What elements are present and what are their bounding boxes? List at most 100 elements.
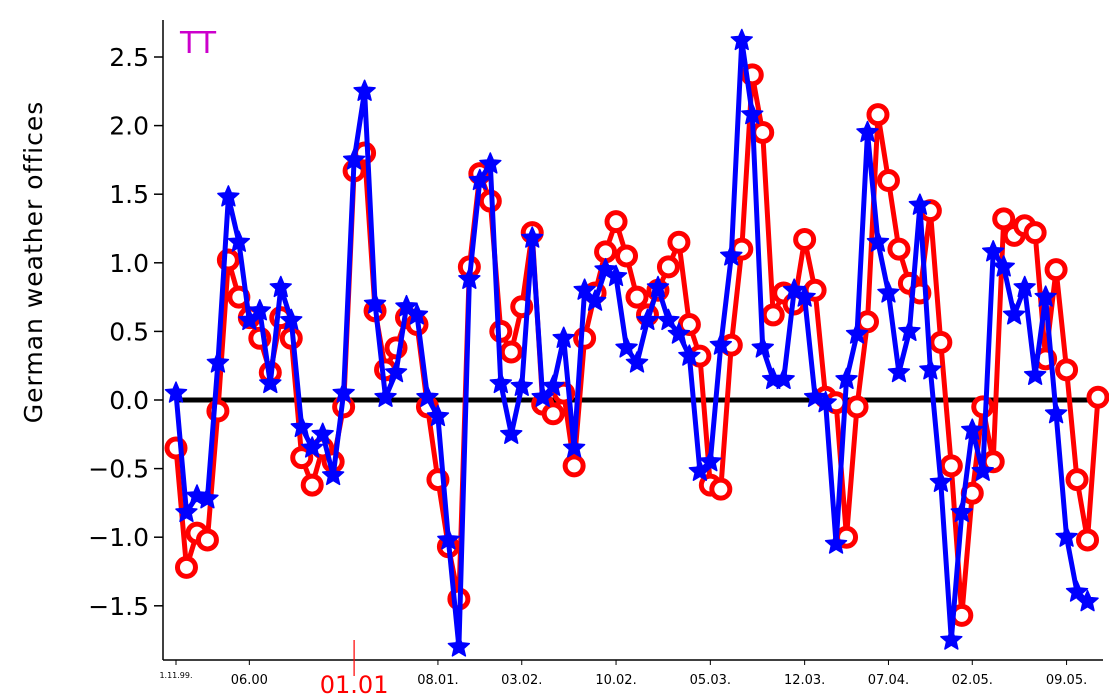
data-point-star bbox=[290, 415, 313, 438]
data-point-circle bbox=[709, 477, 733, 501]
data-point-star bbox=[741, 102, 764, 125]
x-axis: 1.11.99. 06.00 08.01. 03.02. 10.02. 05.03. 12.… bbox=[159, 659, 1103, 688]
x-tick-label: 08.01. bbox=[417, 673, 458, 688]
data-point-star bbox=[709, 333, 733, 355]
data-point-star bbox=[982, 240, 1005, 262]
data-point-star bbox=[332, 381, 355, 403]
data-point-star bbox=[541, 374, 565, 396]
data-point-circle bbox=[1023, 221, 1047, 245]
data-point-circle bbox=[541, 402, 565, 426]
data-point-circle bbox=[793, 227, 817, 251]
data-point-star bbox=[678, 344, 701, 366]
data-point-star bbox=[479, 152, 502, 174]
data-point-star bbox=[835, 367, 858, 390]
data-point-circle bbox=[174, 555, 198, 579]
y-tick-label: −1.0 bbox=[88, 523, 149, 552]
data-point-circle bbox=[667, 230, 691, 254]
y-tick-label: 2.0 bbox=[109, 112, 149, 141]
data-point-circle bbox=[573, 326, 597, 350]
data-point-star bbox=[206, 351, 230, 373]
data-point-circle bbox=[1076, 528, 1100, 552]
x-tick-label: 10.02. bbox=[595, 673, 636, 688]
data-point-star bbox=[961, 418, 984, 440]
data-point-star bbox=[248, 299, 272, 321]
data-point-circle bbox=[195, 528, 219, 552]
data-point-circle bbox=[656, 255, 680, 279]
data-point-star bbox=[657, 308, 680, 331]
data-point-star bbox=[562, 436, 586, 458]
x-tick-label: 05.03. bbox=[690, 673, 731, 688]
data-point-star bbox=[405, 303, 429, 325]
y-tick-label: 0.5 bbox=[109, 317, 149, 346]
series-2 bbox=[164, 28, 1099, 657]
x-ticks: 1.11.99. 06.00 08.01. 03.02. 10.02. 05.03. 12.… bbox=[159, 660, 1087, 688]
data-point-star bbox=[321, 463, 345, 486]
data-point-star bbox=[929, 470, 953, 492]
data-point-star bbox=[604, 264, 628, 287]
y-tick-label: 0.0 bbox=[109, 386, 149, 415]
data-point-circle bbox=[751, 120, 775, 144]
data-point-star bbox=[772, 367, 795, 390]
chart-title: TT bbox=[179, 26, 217, 61]
data-point-star bbox=[458, 267, 481, 289]
data-point-star bbox=[269, 275, 292, 298]
data-point-circle bbox=[300, 473, 324, 497]
y-tick-label: 1.5 bbox=[109, 180, 149, 209]
data-point-circle bbox=[887, 237, 911, 261]
data-point-star bbox=[636, 308, 659, 331]
data-point-star bbox=[856, 120, 879, 143]
data-point-star bbox=[667, 322, 691, 344]
data-point-star bbox=[814, 390, 837, 413]
data-point-circle bbox=[1055, 358, 1079, 382]
y-tick-label: −0.5 bbox=[88, 455, 149, 484]
data-point-star bbox=[877, 281, 900, 303]
y-tick-label: 1.0 bbox=[109, 249, 149, 278]
data-point-circle bbox=[1065, 468, 1089, 492]
data-point-star bbox=[1023, 363, 1047, 385]
data-point-star bbox=[720, 244, 743, 266]
date-marker: 01.01 bbox=[320, 640, 389, 696]
data-point-circle bbox=[866, 103, 890, 127]
data-point-star bbox=[300, 436, 324, 458]
y-tick-label: −1.5 bbox=[88, 592, 149, 621]
data-point-star bbox=[552, 326, 575, 348]
data-point-star bbox=[625, 351, 649, 373]
data-point-star bbox=[374, 385, 397, 407]
data-point-circle bbox=[971, 395, 995, 419]
data-point-star bbox=[217, 185, 240, 207]
data-point-star bbox=[919, 358, 942, 380]
data-point-star bbox=[489, 371, 513, 394]
data-point-circle bbox=[876, 168, 900, 192]
data-point-star bbox=[227, 230, 251, 252]
data-point-star bbox=[259, 371, 282, 394]
data-point-star bbox=[730, 28, 753, 51]
date-marker-label: 01.01 bbox=[320, 671, 389, 696]
y-ticks: 2.5 2.0 1.5 1.0 0.5 0.0 −0.5 −1.0 −1.5 bbox=[88, 43, 163, 621]
data-point-star bbox=[342, 148, 366, 170]
data-point-circle bbox=[856, 310, 879, 334]
data-point-circle bbox=[562, 454, 586, 478]
data-point-circle bbox=[625, 285, 649, 309]
x-tick-label: 07.04. bbox=[868, 673, 909, 688]
data-point-circle bbox=[677, 313, 701, 337]
data-point-star bbox=[510, 374, 533, 396]
data-point-star bbox=[280, 308, 303, 331]
data-point-circle bbox=[604, 210, 628, 234]
data-point-star bbox=[615, 336, 638, 358]
x-tick-label: 09.05. bbox=[1046, 673, 1087, 688]
y-axis: 2.5 2.0 1.5 1.0 0.5 0.0 −0.5 −1.0 −1.5 bbox=[88, 20, 164, 660]
data-point-star bbox=[1013, 275, 1036, 298]
data-point-circle bbox=[615, 244, 639, 268]
data-point-star bbox=[363, 292, 387, 314]
data-point-star bbox=[845, 322, 869, 344]
data-point-star bbox=[1055, 525, 1078, 547]
data-point-star bbox=[175, 500, 198, 523]
data-point-star bbox=[426, 404, 450, 427]
data-point-star bbox=[699, 449, 722, 472]
data-point-circle bbox=[992, 207, 1016, 231]
data-point-star bbox=[646, 275, 670, 298]
x-tick-label: 03.02. bbox=[501, 673, 542, 688]
x-tick-label: 02.05. bbox=[952, 673, 993, 688]
x-tick-label: 12.03. bbox=[784, 673, 825, 688]
